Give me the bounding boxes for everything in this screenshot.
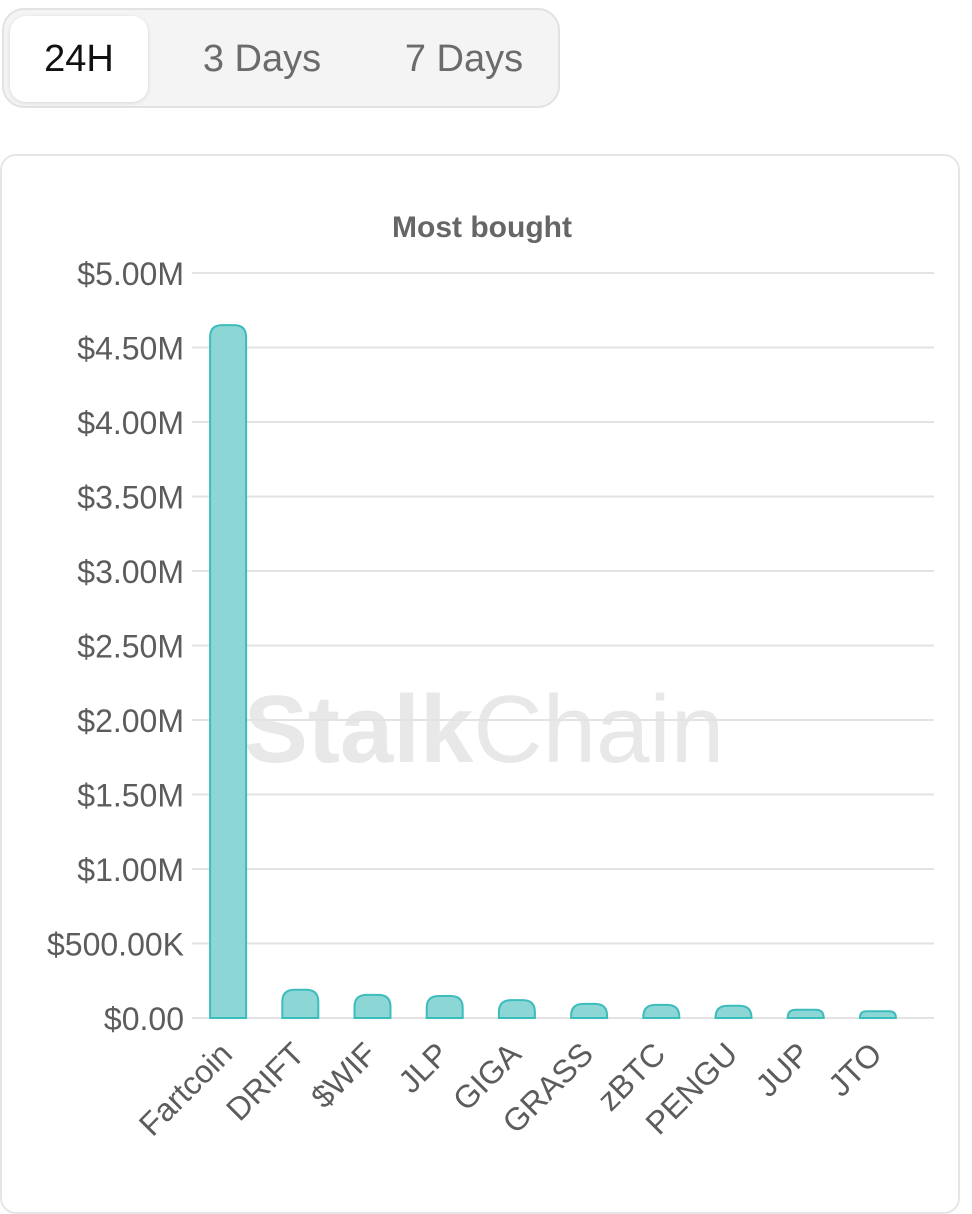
x-tick-label: DRIFT xyxy=(219,1035,311,1127)
y-tick-label: $4.00M xyxy=(77,405,184,441)
y-tick-label: $2.00M xyxy=(77,703,184,739)
tab-3-days[interactable]: 3 Days xyxy=(202,37,322,80)
y-tick-label: $4.50M xyxy=(77,331,184,367)
y-tick-label: $1.50M xyxy=(77,778,184,814)
y-tick-label: $5.00M xyxy=(77,256,184,292)
bar-giga[interactable] xyxy=(497,999,536,1019)
bar-zbtc[interactable] xyxy=(642,1003,681,1019)
x-tick-label: JLP xyxy=(391,1035,455,1099)
x-tick-label: Fartcoin xyxy=(132,1035,239,1142)
bar-grass[interactable] xyxy=(570,1002,609,1019)
x-tick-label: JUP xyxy=(748,1035,816,1103)
y-tick-label: $3.00M xyxy=(77,554,184,590)
chart-title: Most bought xyxy=(392,211,572,244)
bar-jlp[interactable] xyxy=(425,994,464,1019)
stalkchain-watermark: StalkChain xyxy=(244,676,724,783)
x-tick-label: $WIF xyxy=(304,1035,384,1115)
most-bought-bar-chart: StalkChain $0.00 $500.00K $1.00M $1.50M $2.0… xyxy=(47,211,934,1143)
chart-card: StalkChain $0.00 $500.00K $1.00M $1.50M $2.0… xyxy=(0,154,960,1214)
bar-pengu[interactable] xyxy=(714,1004,753,1019)
time-range-selector: 24H 3 Days 7 Days xyxy=(2,8,560,108)
bar-jto[interactable] xyxy=(858,1010,897,1019)
y-tick-label: $500.00K xyxy=(47,927,184,963)
x-tick-label: JTO xyxy=(821,1035,889,1103)
bar-wif[interactable] xyxy=(353,993,392,1019)
bar-fartcoin[interactable] xyxy=(209,324,248,1019)
y-tick-label: $2.50M xyxy=(77,629,184,665)
tab-24h[interactable]: 24H xyxy=(10,16,148,102)
y-tick-label: $0.00 xyxy=(104,1001,184,1037)
y-tick-label: $3.50M xyxy=(77,480,184,516)
bar-drift[interactable] xyxy=(281,988,320,1019)
y-tick-label: $1.00M xyxy=(77,852,184,888)
tab-7-days[interactable]: 7 Days xyxy=(404,37,524,80)
bar-jup[interactable] xyxy=(786,1008,825,1019)
